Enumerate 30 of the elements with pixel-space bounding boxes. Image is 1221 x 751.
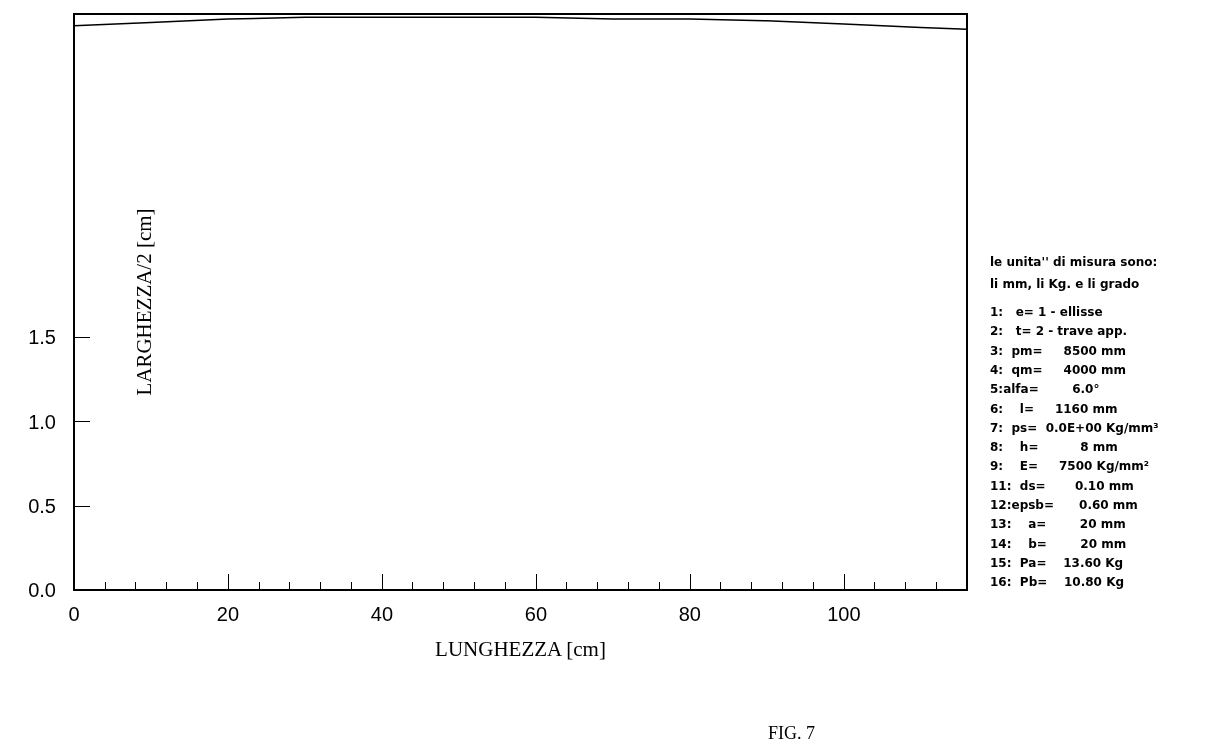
caption: FIG. 7 bbox=[768, 723, 816, 743]
y-axis-title: LARGHEZZA/2 [cm] bbox=[131, 208, 156, 396]
text: 15: Pa= 13.60 Kg bbox=[990, 555, 1124, 570]
x-tick-label: 100 bbox=[827, 603, 861, 625]
text: 11: ds= 0.10 mm bbox=[990, 478, 1134, 493]
text: 4: qm= 4000 mm bbox=[990, 362, 1127, 377]
x-tick-label: 0 bbox=[68, 603, 80, 625]
x-tick-label: 20 bbox=[216, 603, 240, 625]
text: 6: l= 1160 mm bbox=[990, 401, 1118, 416]
y-tick-label: 1.0 bbox=[28, 410, 56, 433]
x-tick-label: 40 bbox=[370, 603, 394, 625]
text: 16: Pb= 10.80 Kg bbox=[990, 575, 1125, 590]
text: li mm, li Kg. e li grado bbox=[990, 277, 1140, 291]
text: 5:alfa= 6.0° bbox=[990, 382, 1100, 397]
text: 9: E= 7500 Kg/mm² bbox=[990, 459, 1150, 474]
text: 8: h= 8 mm bbox=[990, 440, 1118, 455]
y-tick-label: 1.5 bbox=[28, 326, 56, 349]
text: le unita'' di misura sono: bbox=[990, 255, 1158, 269]
text: 2: t= 2 - trave app. bbox=[990, 324, 1128, 339]
text: 3: pm= 8500 mm bbox=[990, 343, 1127, 358]
text: 1: e= 1 - ellisse bbox=[990, 305, 1103, 319]
text: 12:epsb= 0.60 mm bbox=[990, 498, 1138, 512]
y-tick-label: 0.0 bbox=[28, 579, 56, 601]
x-axis-title: LUNGHEZZA [cm] bbox=[435, 636, 606, 661]
text: 7: ps= 0.0E+00 Kg/mm³ bbox=[990, 420, 1159, 435]
text: 13: a= 20 mm bbox=[990, 517, 1126, 532]
y-tick-label: 0.5 bbox=[28, 494, 56, 517]
x-tick-label: 80 bbox=[678, 603, 701, 625]
x-tick-label: 60 bbox=[524, 603, 548, 625]
text: 14: b= 20 mm bbox=[990, 536, 1127, 551]
